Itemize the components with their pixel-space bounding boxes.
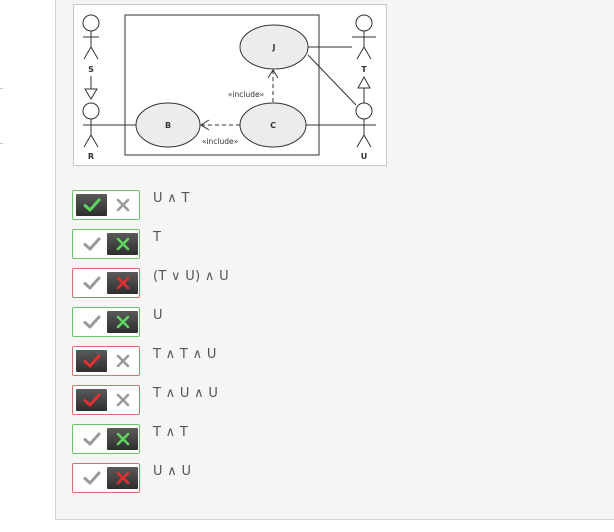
true-false-toggle[interactable] (72, 190, 140, 220)
answer-expression: T ∧ T ∧ U (153, 347, 217, 362)
check-icon (83, 198, 100, 212)
include-arrowhead (200, 119, 210, 131)
check-icon (83, 471, 100, 485)
check-icon (83, 432, 100, 446)
true-false-toggle[interactable] (72, 307, 140, 337)
cross-icon (116, 198, 129, 212)
answer-row: T (72, 229, 572, 261)
stereotype-label: «include» (202, 137, 239, 146)
answer-row: T ∧ T (72, 424, 572, 456)
answer-row: T ∧ T ∧ U (72, 346, 572, 378)
true-false-toggle[interactable] (72, 424, 140, 454)
false-option[interactable] (107, 233, 138, 255)
association-j-u (307, 54, 357, 106)
true-option[interactable] (76, 272, 107, 294)
use-case-j (239, 24, 309, 70)
actor-label-u: U (361, 152, 368, 161)
false-option[interactable] (107, 194, 138, 216)
answer-expression: T (153, 230, 162, 245)
diagram-canvas: S R T (82, 14, 376, 161)
true-false-toggle[interactable] (72, 346, 140, 376)
true-option[interactable] (76, 350, 107, 372)
generalization-arrow (84, 88, 98, 100)
answer-row: T ∧ U ∧ U (72, 385, 572, 417)
answer-expression: T ∧ U ∧ U (153, 386, 219, 401)
check-icon (83, 276, 100, 290)
answer-expression: (T ∨ U) ∧ U (153, 269, 229, 284)
answer-expression: U (153, 308, 163, 323)
actor-label-r: R (88, 152, 94, 161)
actor-label-s: S (88, 65, 94, 74)
true-option[interactable] (76, 311, 107, 333)
answer-expression: T ∧ T (153, 425, 189, 440)
use-case-label-b: B (165, 121, 171, 130)
answer-expression: U ∧ U (153, 464, 192, 479)
cross-icon (116, 276, 129, 290)
actor-u (352, 102, 376, 148)
answer-expression: U ∧ T (153, 191, 190, 206)
false-option[interactable] (107, 428, 138, 450)
true-option[interactable] (76, 233, 107, 255)
true-option[interactable] (76, 428, 107, 450)
false-option[interactable] (107, 467, 138, 489)
true-option[interactable] (76, 389, 107, 411)
true-option[interactable] (76, 194, 107, 216)
use-case-label-c: C (270, 121, 276, 130)
cross-icon (116, 354, 129, 368)
question-panel: S R T (55, 0, 614, 520)
answer-row: U (72, 307, 572, 339)
true-false-toggle[interactable] (72, 268, 140, 298)
cross-icon (116, 393, 129, 407)
false-option[interactable] (107, 389, 138, 411)
cross-icon (116, 237, 129, 251)
answer-row: (T ∨ U) ∧ U (72, 268, 572, 300)
stereotype-label: «include» (228, 90, 265, 99)
false-option[interactable] (107, 350, 138, 372)
cross-icon (116, 471, 129, 485)
use-case-diagram: S R T (73, 4, 387, 166)
answer-row: U ∧ T (72, 190, 572, 222)
true-false-toggle[interactable] (72, 385, 140, 415)
actor-r (82, 102, 100, 148)
use-case-b (135, 102, 201, 148)
use-case-label-j: J (272, 43, 276, 52)
margin-mark (0, 88, 3, 89)
true-false-toggle[interactable] (72, 229, 140, 259)
true-false-toggle[interactable] (72, 463, 140, 493)
check-icon (83, 354, 100, 368)
generalization-arrow (357, 75, 371, 89)
check-icon (83, 315, 100, 329)
margin-mark (0, 143, 3, 144)
false-option[interactable] (107, 272, 138, 294)
check-icon (83, 237, 100, 251)
include-arrowhead (267, 69, 279, 79)
cross-icon (116, 432, 129, 446)
answer-row: U ∧ U (72, 463, 572, 495)
cross-icon (116, 315, 129, 329)
check-icon (83, 393, 100, 407)
actor-t (352, 14, 376, 60)
false-option[interactable] (107, 311, 138, 333)
actor-label-t: T (361, 65, 367, 74)
actor-s (82, 14, 100, 60)
true-option[interactable] (76, 467, 107, 489)
